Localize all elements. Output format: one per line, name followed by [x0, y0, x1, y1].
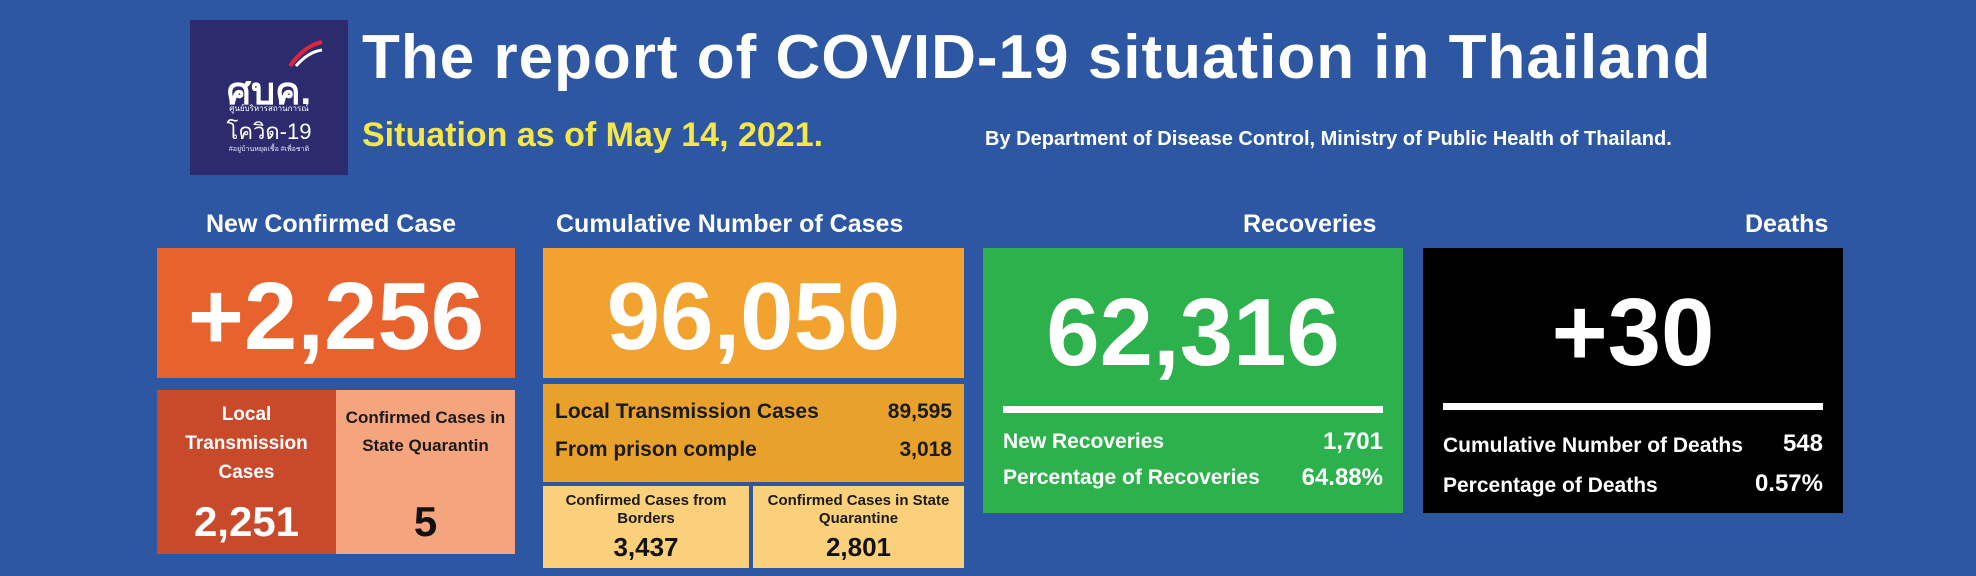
cum-deaths-value: 548 — [1782, 430, 1823, 457]
pct-recoveries-label: Percentage of Recoveries — [1003, 466, 1260, 489]
cum-prison-label: From prison comple — [555, 438, 757, 461]
borders-card: Confirmed Cases from Borders 3,437 — [543, 486, 749, 568]
recoveries-value: 62,316 — [1046, 279, 1340, 386]
new-recoveries-label: New Recoveries — [1003, 430, 1165, 453]
page-title: The report of COVID-19 situation in Thai… — [362, 23, 1712, 92]
recoveries-card: 62,316 New Recoveries 1,701 Percentage o… — [983, 248, 1403, 513]
cumulative-header: Cumulative Number of Cases — [556, 210, 904, 238]
new-confirmed-card: +2,256 — [157, 248, 515, 378]
deaths-divider — [1443, 403, 1823, 410]
logo-sub-text: ศูนย์บริหารสถานการณ์ — [229, 104, 309, 113]
cum-local-value: 89,595 — [887, 400, 952, 423]
state-quarantine-label: Confirmed Cases in State Quarantin — [345, 408, 506, 455]
cum-deaths-label: Cumulative Number of Deaths — [1443, 434, 1743, 457]
new-confirmed-value: +2,256 — [187, 263, 485, 370]
local-transmission-label: Local Transmission Cases — [185, 404, 308, 483]
cum-quarantine-label: Confirmed Cases in State Quarantine — [767, 492, 950, 527]
recoveries-divider — [1003, 406, 1383, 413]
deaths-value: +30 — [1551, 279, 1715, 386]
situation-date: Situation as of May 14, 2021. — [362, 116, 824, 154]
deaths-card: +30 Cumulative Number of Deaths 548 Perc… — [1423, 248, 1843, 513]
pct-deaths-label: Percentage of Deaths — [1443, 474, 1658, 497]
state-quarantine-value: 5 — [413, 498, 438, 545]
ccsa-logo: ศบค. ศูนย์บริหารสถานการณ์ โควิด-19 #อยู่… — [190, 20, 348, 175]
local-transmission-card: Local Transmission Cases 2,251 — [157, 390, 336, 554]
borders-value: 3,437 — [613, 532, 679, 562]
source-credit: By Department of Disease Control, Minist… — [985, 128, 1672, 150]
local-transmission-value: 2,251 — [193, 498, 300, 545]
cumulative-card: 96,050 — [543, 248, 964, 378]
cumulative-value: 96,050 — [606, 263, 901, 370]
logo-name-text: โควิด-19 — [226, 119, 312, 144]
pct-deaths-value: 0.57% — [1754, 470, 1823, 497]
recoveries-header: Recoveries — [1243, 210, 1377, 238]
state-quarantine-card: Confirmed Cases in State Quarantin 5 — [336, 390, 515, 554]
cum-quarantine-card: Confirmed Cases in State Quarantine 2,80… — [753, 486, 964, 568]
borders-label: Confirmed Cases from Borders — [565, 492, 727, 527]
cum-prison-value: 3,018 — [899, 438, 952, 461]
logo-swoosh-icon — [288, 40, 323, 68]
cumulative-breakdown: Local Transmission Cases 89,595 From pri… — [543, 384, 964, 482]
new-confirmed-header: New Confirmed Case — [206, 210, 457, 238]
cum-quarantine-value: 2,801 — [825, 532, 892, 562]
cum-local-label: Local Transmission Cases — [555, 400, 819, 423]
logo-tagline: #อยู่บ้านหยุดเชื้อ #เพื่อชาติ — [228, 146, 310, 153]
deaths-header: Deaths — [1745, 210, 1829, 238]
new-recoveries-value: 1,701 — [1322, 428, 1383, 455]
pct-recoveries-value: 64.88% — [1301, 464, 1383, 491]
logo-main-text: ศบค. — [226, 71, 312, 113]
